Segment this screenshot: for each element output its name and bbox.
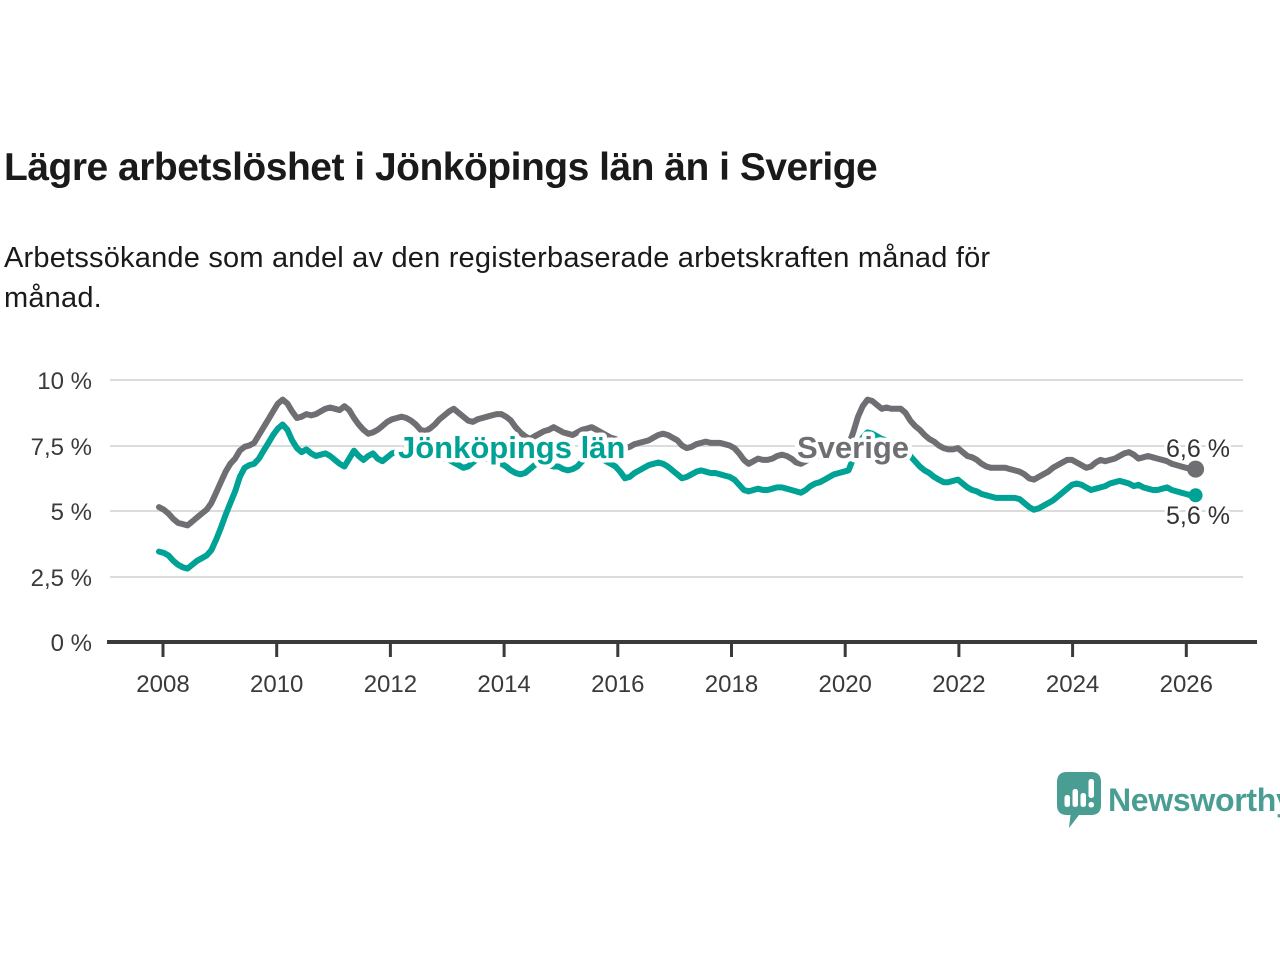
subtitle-line-1: Arbetssökande som andel av den registerb… xyxy=(4,242,991,274)
subtitle-line-2: månad. xyxy=(4,282,102,314)
newsworthy-logo: Newsworthy xyxy=(1057,772,1280,828)
gridlines xyxy=(110,379,1243,578)
y-tick-7-5: 7,5 % xyxy=(31,434,92,461)
jonkoping-end-label: 5,6 % xyxy=(1166,502,1230,530)
sverige-end-label: 6,6 % xyxy=(1166,435,1230,463)
x-tick-2014: 2014 xyxy=(477,671,530,698)
x-tick-2010: 2010 xyxy=(250,671,303,698)
jonkoping-series-label: Jönköpings län xyxy=(398,430,625,465)
x-tick-2024: 2024 xyxy=(1046,671,1099,698)
series-end-markers: 6,6 % 5,6 % xyxy=(1163,432,1233,533)
x-tick-2016: 2016 xyxy=(591,671,644,698)
page-title: Lägre arbetslöshet i Jönköpings län än i… xyxy=(4,146,878,189)
x-tick-2022: 2022 xyxy=(932,671,985,698)
x-tick-2008: 2008 xyxy=(136,671,189,698)
x-tick-2018: 2018 xyxy=(705,671,758,698)
jonkoping-line xyxy=(156,421,1199,572)
x-axis-ticks xyxy=(161,644,1188,657)
newsworthy-logo-icon xyxy=(1057,772,1101,828)
y-tick-10: 10 % xyxy=(37,368,92,395)
x-tick-2026: 2026 xyxy=(1160,671,1213,698)
y-tick-0: 0 % xyxy=(51,630,92,657)
sverige-series-label: Sverige xyxy=(797,430,909,465)
y-axis-labels: 10 % 7,5 % 5 % 2,5 % 0 % xyxy=(31,368,92,657)
y-tick-5: 5 % xyxy=(51,499,92,526)
newsworthy-wordmark: Newsworthy xyxy=(1108,782,1280,818)
x-axis: 2008 2010 2012 2014 2016 2018 2020 2022 … xyxy=(107,640,1257,698)
series-lines xyxy=(156,396,1199,572)
series-inline-labels: Jönköpings län Sverige xyxy=(394,426,914,470)
chart-subtitle: Arbetssökande som andel av den registerb… xyxy=(4,238,990,318)
y-tick-2-5: 2,5 % xyxy=(31,565,92,592)
jonkoping-end-dot xyxy=(1188,488,1203,503)
sverige-end-dot xyxy=(1187,460,1205,478)
sverige-line xyxy=(156,396,1199,529)
x-axis-labels: 2008 2010 2012 2014 2016 2018 2020 2022 … xyxy=(136,671,1213,698)
x-tick-2012: 2012 xyxy=(364,671,417,698)
x-tick-2020: 2020 xyxy=(819,671,872,698)
